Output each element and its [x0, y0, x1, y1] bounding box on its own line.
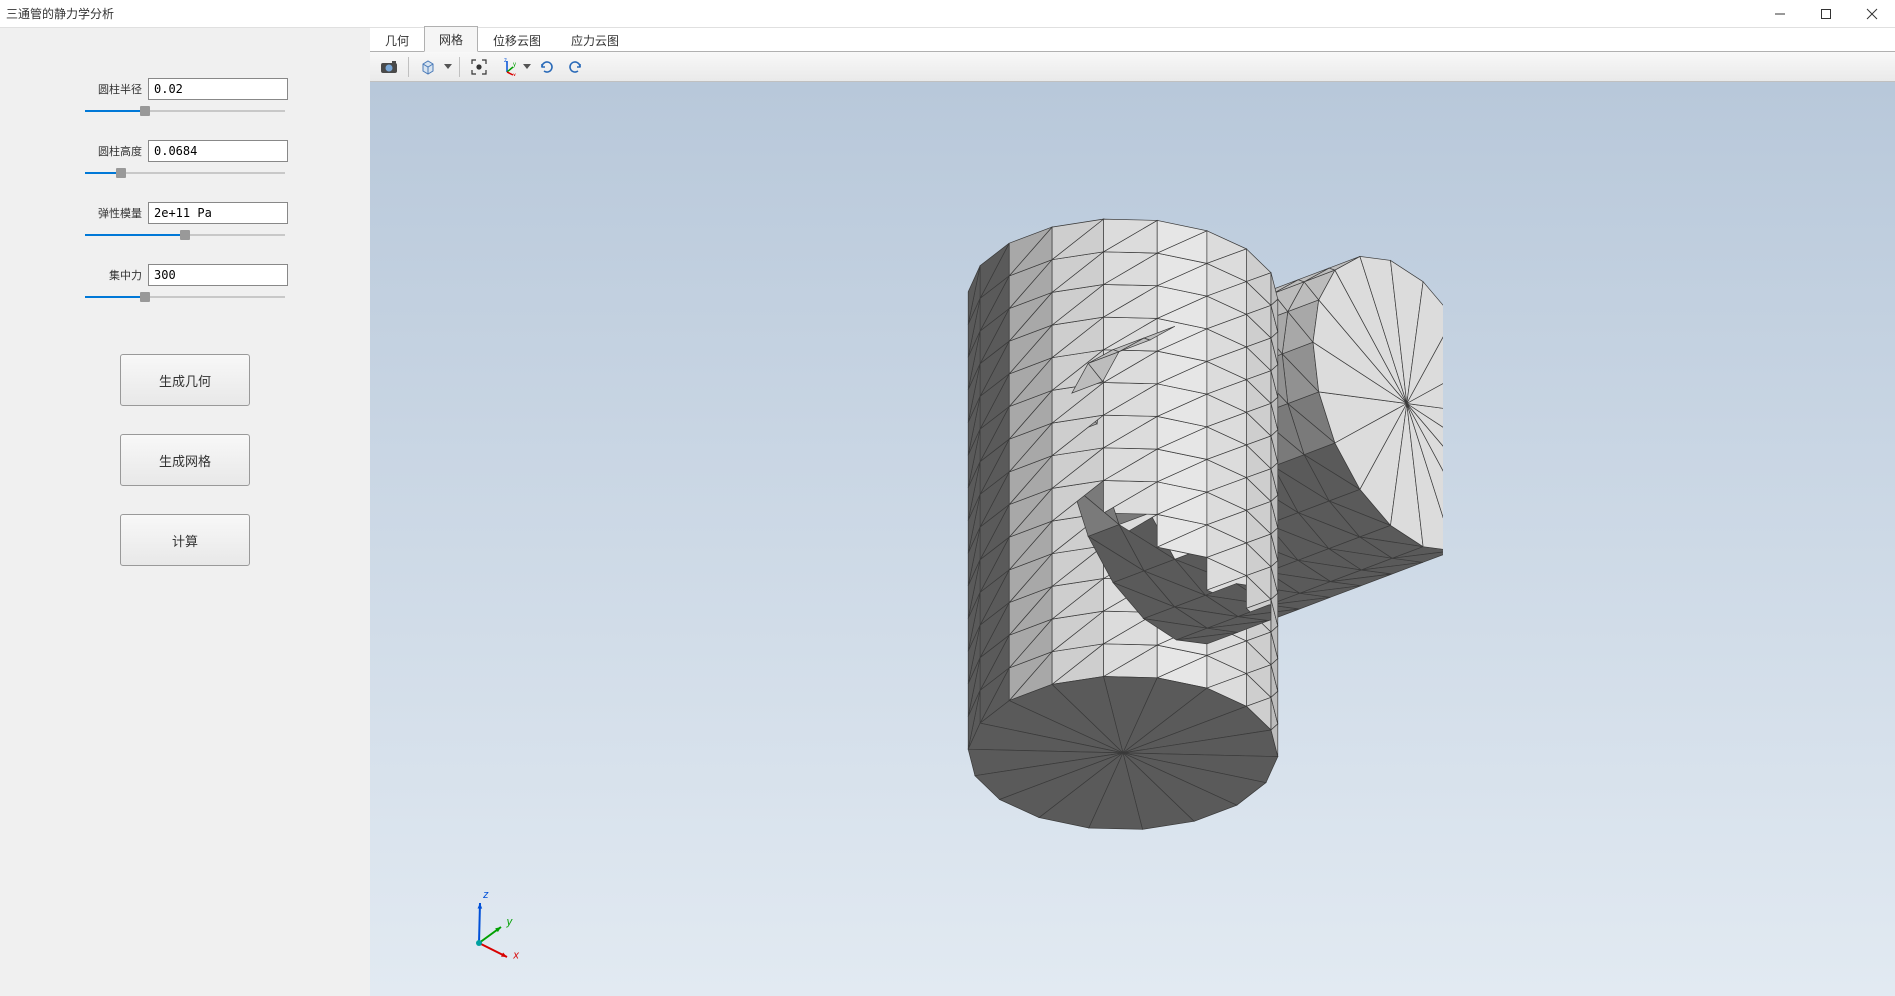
modulus-slider[interactable]: [85, 228, 285, 242]
axes-dropdown[interactable]: [522, 64, 532, 69]
modulus-input[interactable]: [148, 202, 288, 224]
force-slider[interactable]: [85, 290, 285, 304]
svg-text:y: y: [513, 62, 516, 68]
generate-mesh-button[interactable]: 生成网格: [120, 434, 250, 486]
view-cube-icon[interactable]: [415, 55, 441, 79]
rotate-cw-icon[interactable]: [562, 55, 588, 79]
compute-button[interactable]: 计算: [120, 514, 250, 566]
fit-view-icon[interactable]: [466, 55, 492, 79]
svg-text:x: x: [512, 950, 519, 961]
field-label-radius: 圆柱半径: [82, 81, 142, 97]
svg-text:x: x: [513, 73, 516, 76]
svg-text:z: z: [504, 58, 507, 64]
height-input[interactable]: [148, 140, 288, 162]
titlebar: 三通管的静力学分析: [0, 0, 1895, 28]
maximize-button[interactable]: [1803, 0, 1849, 28]
sidebar: 圆柱半径 圆柱高度: [0, 28, 370, 996]
field-label-force: 集中力: [82, 267, 142, 283]
camera-icon[interactable]: [376, 55, 402, 79]
radius-input[interactable]: [148, 78, 288, 100]
tab-bar: 几何 网格 位移云图 应力云图: [370, 28, 1895, 52]
force-input[interactable]: [148, 264, 288, 286]
window-title: 三通管的静力学分析: [6, 5, 1757, 22]
tab-displacement[interactable]: 位移云图: [478, 27, 556, 52]
tab-stress[interactable]: 应力云图: [556, 27, 634, 52]
3d-viewport[interactable]: z y x: [370, 82, 1895, 996]
view-cube-dropdown[interactable]: [443, 64, 453, 69]
orientation-triad: z y x: [455, 891, 525, 961]
axes-icon[interactable]: zy x: [494, 55, 520, 79]
mesh-render: [823, 154, 1443, 894]
close-button[interactable]: [1849, 0, 1895, 28]
radius-slider[interactable]: [85, 104, 285, 118]
svg-text:y: y: [506, 916, 514, 928]
tab-mesh[interactable]: 网格: [424, 26, 478, 52]
field-label-modulus: 弹性模量: [82, 205, 142, 221]
minimize-button[interactable]: [1757, 0, 1803, 28]
viewport-toolbar: zy x: [370, 52, 1895, 82]
rotate-ccw-icon[interactable]: [534, 55, 560, 79]
field-label-height: 圆柱高度: [82, 143, 142, 159]
tab-geometry[interactable]: 几何: [370, 27, 424, 52]
generate-geometry-button[interactable]: 生成几何: [120, 354, 250, 406]
svg-text:z: z: [482, 891, 489, 901]
height-slider[interactable]: [85, 166, 285, 180]
